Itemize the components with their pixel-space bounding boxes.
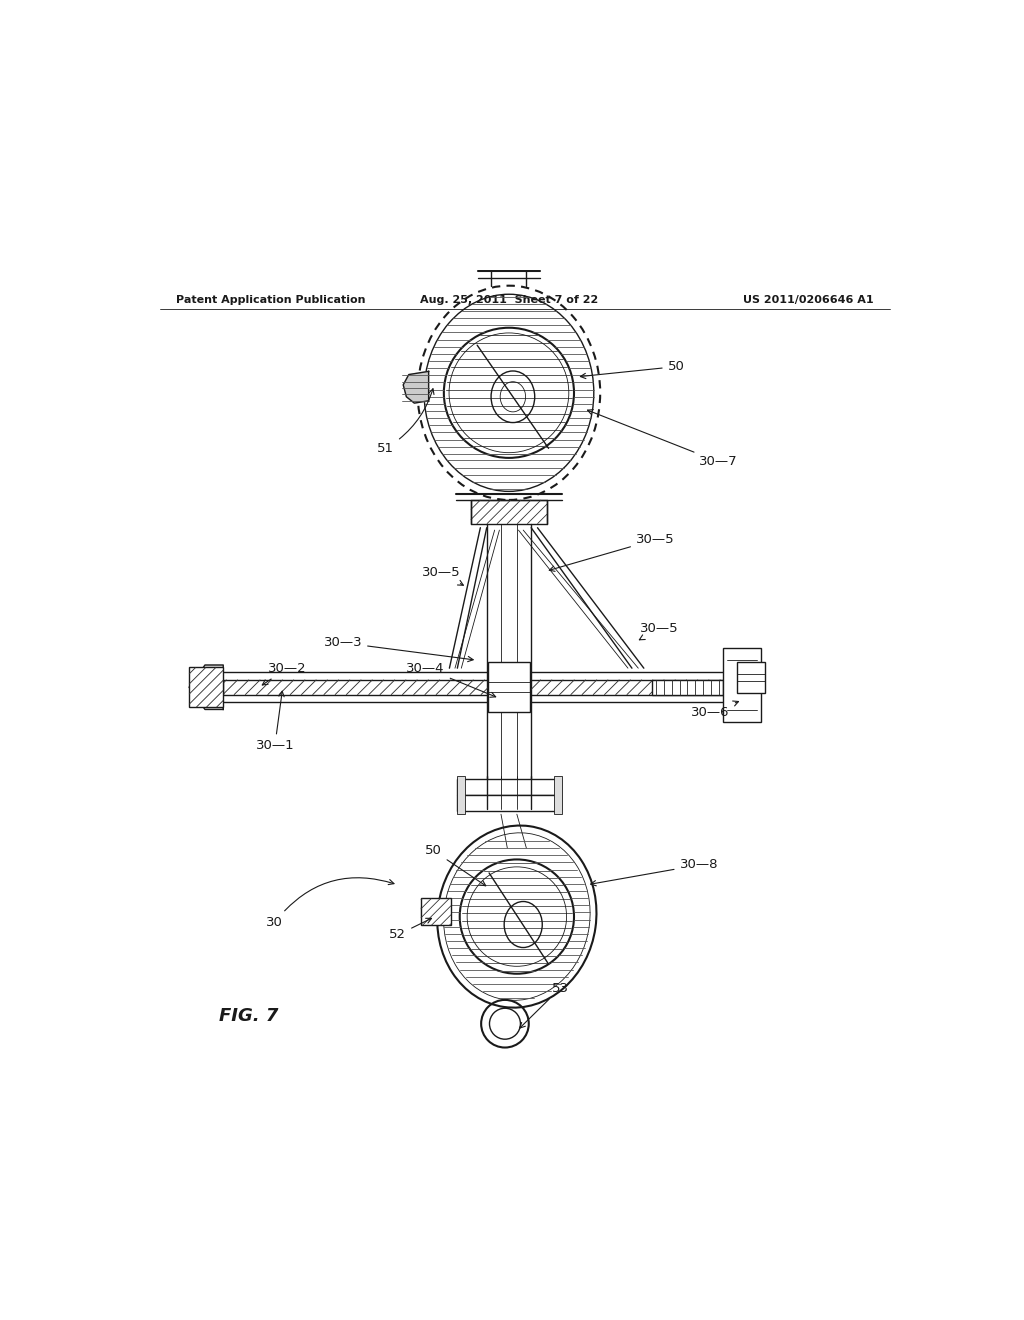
Text: 30—4: 30—4 xyxy=(407,661,496,697)
Bar xyxy=(223,680,731,694)
Text: 30—5: 30—5 xyxy=(639,622,679,640)
Bar xyxy=(488,661,529,711)
Text: 30—5: 30—5 xyxy=(549,533,675,572)
Polygon shape xyxy=(403,371,429,403)
Text: 30: 30 xyxy=(266,878,394,929)
Text: 30—3: 30—3 xyxy=(324,636,473,661)
Bar xyxy=(554,776,562,814)
Text: 50: 50 xyxy=(581,360,684,379)
Text: 30—2: 30—2 xyxy=(262,661,306,685)
Circle shape xyxy=(460,859,574,974)
Text: 30—7: 30—7 xyxy=(588,409,738,469)
Text: Patent Application Publication: Patent Application Publication xyxy=(176,294,366,305)
Text: 30—6: 30—6 xyxy=(691,701,738,719)
Polygon shape xyxy=(189,665,223,709)
Bar xyxy=(471,500,547,524)
Text: 50: 50 xyxy=(425,845,485,886)
Bar xyxy=(421,899,451,925)
Text: US 2011/0206646 A1: US 2011/0206646 A1 xyxy=(743,294,873,305)
Bar xyxy=(458,779,560,795)
Text: 30—8: 30—8 xyxy=(591,858,718,886)
Bar xyxy=(458,776,465,814)
Bar xyxy=(189,668,223,708)
Bar xyxy=(723,648,761,722)
Bar xyxy=(458,795,560,810)
Bar xyxy=(652,680,723,694)
Text: 51: 51 xyxy=(378,388,434,455)
Text: FIG. 7: FIG. 7 xyxy=(219,1007,279,1024)
Circle shape xyxy=(443,327,574,458)
Text: 52: 52 xyxy=(389,919,431,941)
Bar xyxy=(737,661,765,693)
Text: 30—1: 30—1 xyxy=(256,692,294,752)
Text: Aug. 25, 2011  Sheet 7 of 22: Aug. 25, 2011 Sheet 7 of 22 xyxy=(420,294,598,305)
Text: 30—5: 30—5 xyxy=(422,566,464,585)
Ellipse shape xyxy=(437,825,596,1007)
Polygon shape xyxy=(422,899,450,924)
Text: 53: 53 xyxy=(520,982,569,1028)
